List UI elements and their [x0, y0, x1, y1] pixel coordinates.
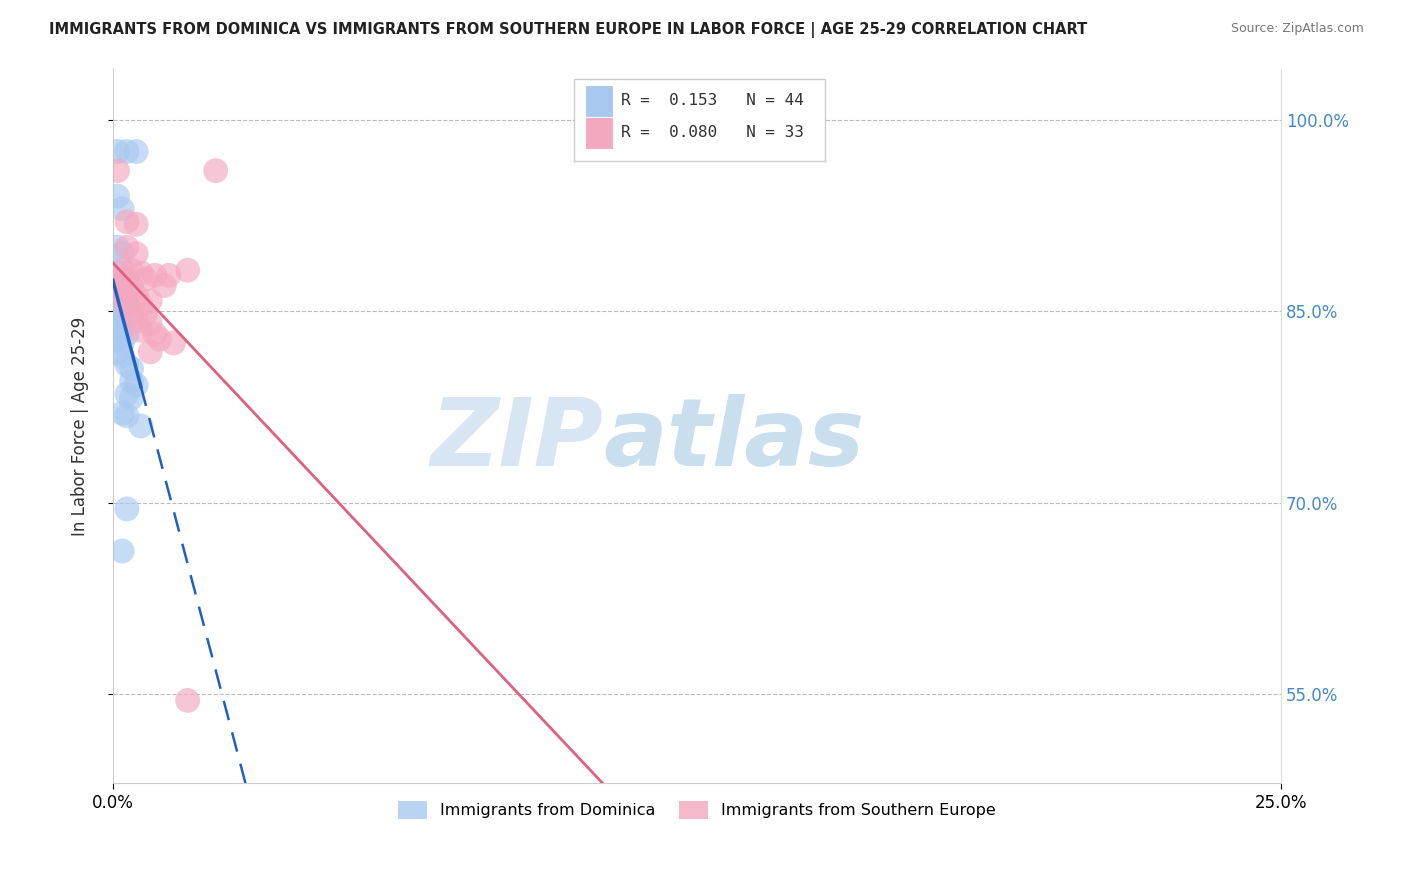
Point [111, 272, 134, 286]
Point [157, 268, 180, 283]
Point [111, 263, 134, 277]
Point [107, 272, 129, 286]
Point [162, 336, 184, 351]
Point [111, 336, 134, 351]
Point [107, 291, 129, 305]
Point [139, 345, 162, 359]
Point [125, 314, 148, 328]
Point [107, 278, 129, 293]
Point [129, 419, 152, 434]
Point [125, 246, 148, 260]
Point [129, 298, 152, 312]
Point [107, 281, 129, 295]
Point [111, 202, 134, 216]
Point [111, 301, 134, 316]
Point [111, 293, 134, 308]
Point [107, 266, 129, 280]
Text: R =  0.153   N = 44: R = 0.153 N = 44 [621, 93, 804, 108]
Point [135, 272, 157, 286]
Point [107, 319, 129, 334]
Point [115, 326, 138, 341]
Point [115, 409, 138, 423]
Point [115, 387, 138, 401]
Point [121, 391, 143, 405]
Point [111, 281, 134, 295]
Point [121, 374, 143, 388]
Point [107, 332, 129, 346]
Point [121, 307, 143, 321]
Point [115, 358, 138, 372]
Point [107, 163, 129, 178]
Point [135, 307, 157, 321]
Point [153, 278, 176, 293]
Point [107, 317, 129, 331]
Point [129, 323, 152, 337]
Point [115, 240, 138, 254]
Point [121, 361, 143, 376]
Point [111, 289, 134, 303]
Point [107, 240, 129, 254]
Legend: Immigrants from Dominica, Immigrants from Southern Europe: Immigrants from Dominica, Immigrants fro… [392, 794, 1002, 825]
Text: ZIP: ZIP [430, 394, 603, 486]
Point [111, 406, 134, 420]
Point [107, 145, 129, 159]
Point [107, 272, 129, 286]
Point [125, 217, 148, 231]
Point [139, 317, 162, 331]
Point [121, 263, 143, 277]
Point [148, 332, 170, 346]
Point [111, 349, 134, 363]
Point [111, 289, 134, 303]
Point [125, 289, 148, 303]
Point [115, 272, 138, 286]
Point [107, 345, 129, 359]
Text: atlas: atlas [603, 394, 865, 486]
FancyBboxPatch shape [574, 79, 825, 161]
Point [107, 298, 129, 312]
Bar [586, 118, 612, 148]
Point [111, 246, 134, 260]
Point [111, 323, 134, 337]
Point [107, 189, 129, 203]
Point [107, 310, 129, 325]
Point [176, 263, 198, 277]
Point [143, 326, 166, 341]
Point [111, 310, 134, 325]
Point [107, 301, 129, 316]
Bar [586, 86, 612, 116]
Point [107, 307, 129, 321]
Point [111, 281, 134, 295]
Point [115, 278, 138, 293]
Point [115, 502, 138, 516]
Point [125, 378, 148, 392]
Point [121, 281, 143, 295]
Point [107, 289, 129, 303]
Point [115, 215, 138, 229]
Point [143, 268, 166, 283]
Point [129, 266, 152, 280]
Point [111, 544, 134, 558]
Point [139, 293, 162, 308]
Point [115, 298, 138, 312]
Point [115, 145, 138, 159]
Y-axis label: In Labor Force | Age 25-29: In Labor Force | Age 25-29 [72, 317, 89, 535]
Point [115, 298, 138, 312]
Point [125, 145, 148, 159]
Text: R =  0.080   N = 33: R = 0.080 N = 33 [621, 126, 804, 140]
Text: IMMIGRANTS FROM DOMINICA VS IMMIGRANTS FROM SOUTHERN EUROPE IN LABOR FORCE | AGE: IMMIGRANTS FROM DOMINICA VS IMMIGRANTS F… [49, 22, 1087, 38]
Text: Source: ZipAtlas.com: Source: ZipAtlas.com [1230, 22, 1364, 36]
Point [176, 693, 198, 707]
Point [204, 163, 226, 178]
